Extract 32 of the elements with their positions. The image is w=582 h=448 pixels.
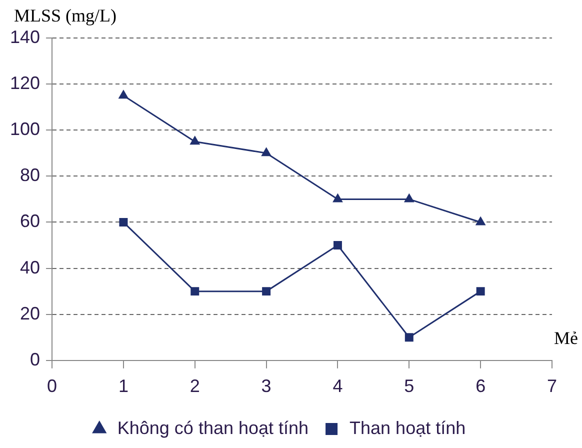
point (476, 287, 485, 296)
legend-label: Than hoạt tính (350, 418, 466, 438)
point (119, 218, 128, 226)
x-tick-label: 1 (118, 376, 128, 396)
y-tick-label: 100 (10, 119, 40, 140)
point (262, 287, 271, 296)
y-tick-label: 120 (10, 73, 40, 94)
x-tick-label: 4 (332, 376, 343, 396)
point (475, 216, 486, 226)
x-tick-label: 2 (190, 376, 200, 396)
point (332, 193, 343, 202)
y-tick-label: 140 (10, 26, 40, 47)
point (261, 147, 272, 156)
y-tick-label: 80 (20, 165, 40, 186)
y-tick-label: 40 (20, 257, 40, 278)
x-tick-label: 5 (404, 376, 414, 396)
legend-label: Không có than hoạt tính (117, 418, 309, 438)
point (190, 136, 200, 145)
y-tick-label: 0 (30, 349, 40, 370)
point (118, 90, 129, 99)
x-axis-title: Mẻ (554, 328, 578, 348)
point (333, 241, 342, 250)
x-tick-label: 6 (476, 376, 486, 396)
point (404, 333, 414, 342)
y-tick-label: 60 (20, 211, 40, 232)
x-tick-label: 0 (47, 376, 58, 396)
y-axis-title: MLSS (mg/L) (14, 6, 117, 26)
x-tick-label: 3 (261, 376, 272, 396)
y-tick-label: 20 (20, 303, 40, 324)
point (404, 193, 414, 202)
x-tick-label: 7 (546, 376, 558, 396)
point (190, 287, 200, 296)
